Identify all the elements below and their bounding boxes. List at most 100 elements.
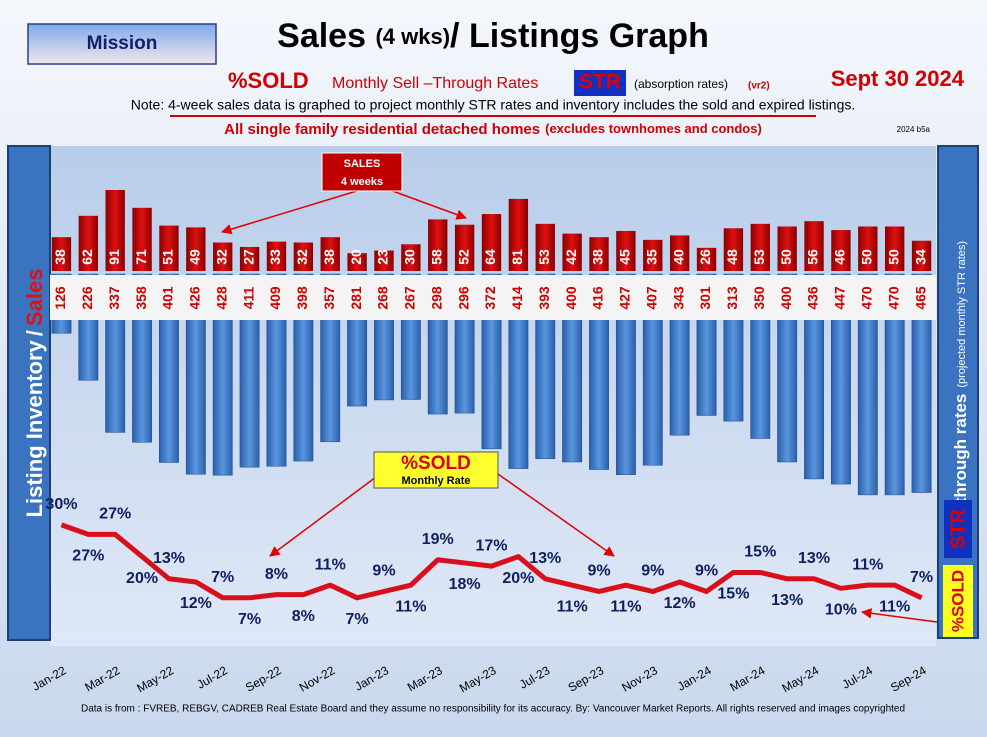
sales-label: 32 (213, 249, 229, 265)
inventory-label: 268 (375, 286, 391, 310)
sales-label: 46 (832, 249, 848, 265)
sales-bar (428, 219, 448, 271)
scope-note: (excludes townhomes and condos) (545, 121, 762, 136)
sales-label: 38 (52, 249, 68, 265)
sales-label: 23 (375, 249, 391, 265)
arrow (497, 473, 615, 557)
subtitle-text: Monthly Sell –Through Rates (332, 75, 538, 92)
sales-label: 34 (912, 249, 928, 265)
sold-label: 7% (211, 569, 234, 586)
sales-label: 64 (482, 249, 498, 265)
sold-line (60, 522, 923, 601)
subtitle-note: (absorption rates) (634, 77, 728, 91)
inventory-bar (884, 273, 905, 496)
sold-label: 27% (99, 506, 131, 523)
sold-label: 27% (72, 548, 104, 565)
sales-bar (589, 237, 609, 271)
inventory-label: 357 (321, 286, 337, 310)
sold-label: 20% (126, 570, 158, 587)
title-small: (4 wks) (375, 24, 450, 49)
arrow (389, 189, 467, 220)
sales-label: 45 (617, 249, 633, 265)
sales-label: 53 (751, 249, 767, 265)
sold-label: 9% (587, 563, 610, 580)
callout-sales-period: 4 weeks (341, 176, 383, 188)
label-strip (50, 275, 936, 320)
sales-bar (186, 227, 206, 271)
code: 2024 b5a (897, 125, 931, 134)
sales-label: 50 (859, 249, 875, 265)
callout-sold-box (373, 451, 499, 489)
inventory-label: 301 (697, 286, 713, 310)
sales-label: 81 (509, 249, 525, 265)
right-label-note: (projected monthly STR rates) (956, 241, 968, 388)
sold-label: 9% (372, 563, 395, 580)
sold-label: 9% (641, 563, 664, 580)
sold-label: 12% (180, 595, 212, 612)
sales-bar (159, 225, 179, 271)
sales-label: 62 (79, 249, 95, 265)
sales-bar (266, 241, 287, 271)
inventory-bar (911, 273, 932, 493)
inventory-label: 409 (267, 286, 283, 310)
sold-label: 7% (346, 611, 369, 628)
inventory-label: 313 (724, 286, 740, 310)
inventory-bar (185, 273, 206, 475)
sold-label: 9% (695, 563, 718, 580)
sold-label: 15% (717, 586, 749, 603)
inventory-bar (804, 273, 824, 480)
inventory-label: 350 (751, 286, 767, 310)
left-label: Listing Inventory / Sales (22, 269, 47, 518)
sold-label: 12% (664, 595, 696, 612)
sales-bar (78, 215, 98, 271)
inventory-bar (589, 273, 609, 470)
sales-bar (535, 223, 555, 271)
sales-label: 51 (160, 249, 176, 265)
sales-label: 38 (590, 249, 606, 265)
arrow (220, 189, 361, 235)
inventory-bar (212, 273, 233, 476)
inventory-label: 401 (160, 286, 176, 310)
inventory-bar (293, 273, 314, 462)
sales-label: 35 (643, 249, 659, 265)
sales-bar (669, 235, 690, 271)
inventory-label: 126 (52, 286, 68, 310)
inventory-label: 298 (428, 286, 444, 310)
sales-bar (105, 190, 125, 271)
inventory-label: 470 (885, 286, 901, 310)
sales-label: 91 (106, 249, 122, 265)
sales-bar (508, 198, 529, 271)
sold-label: 13% (771, 592, 803, 609)
inventory-bar (508, 273, 529, 469)
sales-bar (213, 242, 233, 271)
str-badge-box (574, 70, 626, 96)
callout-sales: SALES (344, 158, 381, 170)
title-main: Sales (277, 17, 375, 55)
sales-label: 48 (724, 249, 740, 265)
sold-label: 19% (422, 531, 454, 548)
sales-bar (804, 221, 824, 271)
inventory-bar (239, 273, 260, 468)
sales-bar (293, 242, 314, 271)
inventory-label: 343 (670, 286, 686, 310)
callout-sold-note: Monthly Rate (401, 475, 470, 487)
sales-bar (401, 244, 421, 271)
inventory-label: 407 (643, 286, 659, 310)
inventory-label: 465 (912, 286, 928, 310)
sales-label: 49 (187, 249, 203, 265)
sold-label: 11% (557, 598, 588, 615)
left-panel (7, 145, 51, 641)
callout-sales-box (321, 152, 403, 192)
inventory-bar (857, 273, 878, 496)
inventory-label: 337 (106, 286, 122, 310)
sold-label: 15% (744, 544, 776, 561)
inventory-label: 426 (187, 286, 203, 310)
sold-label: 7% (238, 611, 261, 628)
separator: / (22, 330, 47, 336)
inventory-label: 447 (832, 286, 848, 310)
inventory-bar (777, 273, 798, 463)
location: Mission (87, 33, 158, 54)
sales-bar (885, 226, 905, 271)
sales-label: 58 (428, 249, 444, 265)
note: Note: 4-week sales data is graphed to pr… (131, 97, 856, 113)
